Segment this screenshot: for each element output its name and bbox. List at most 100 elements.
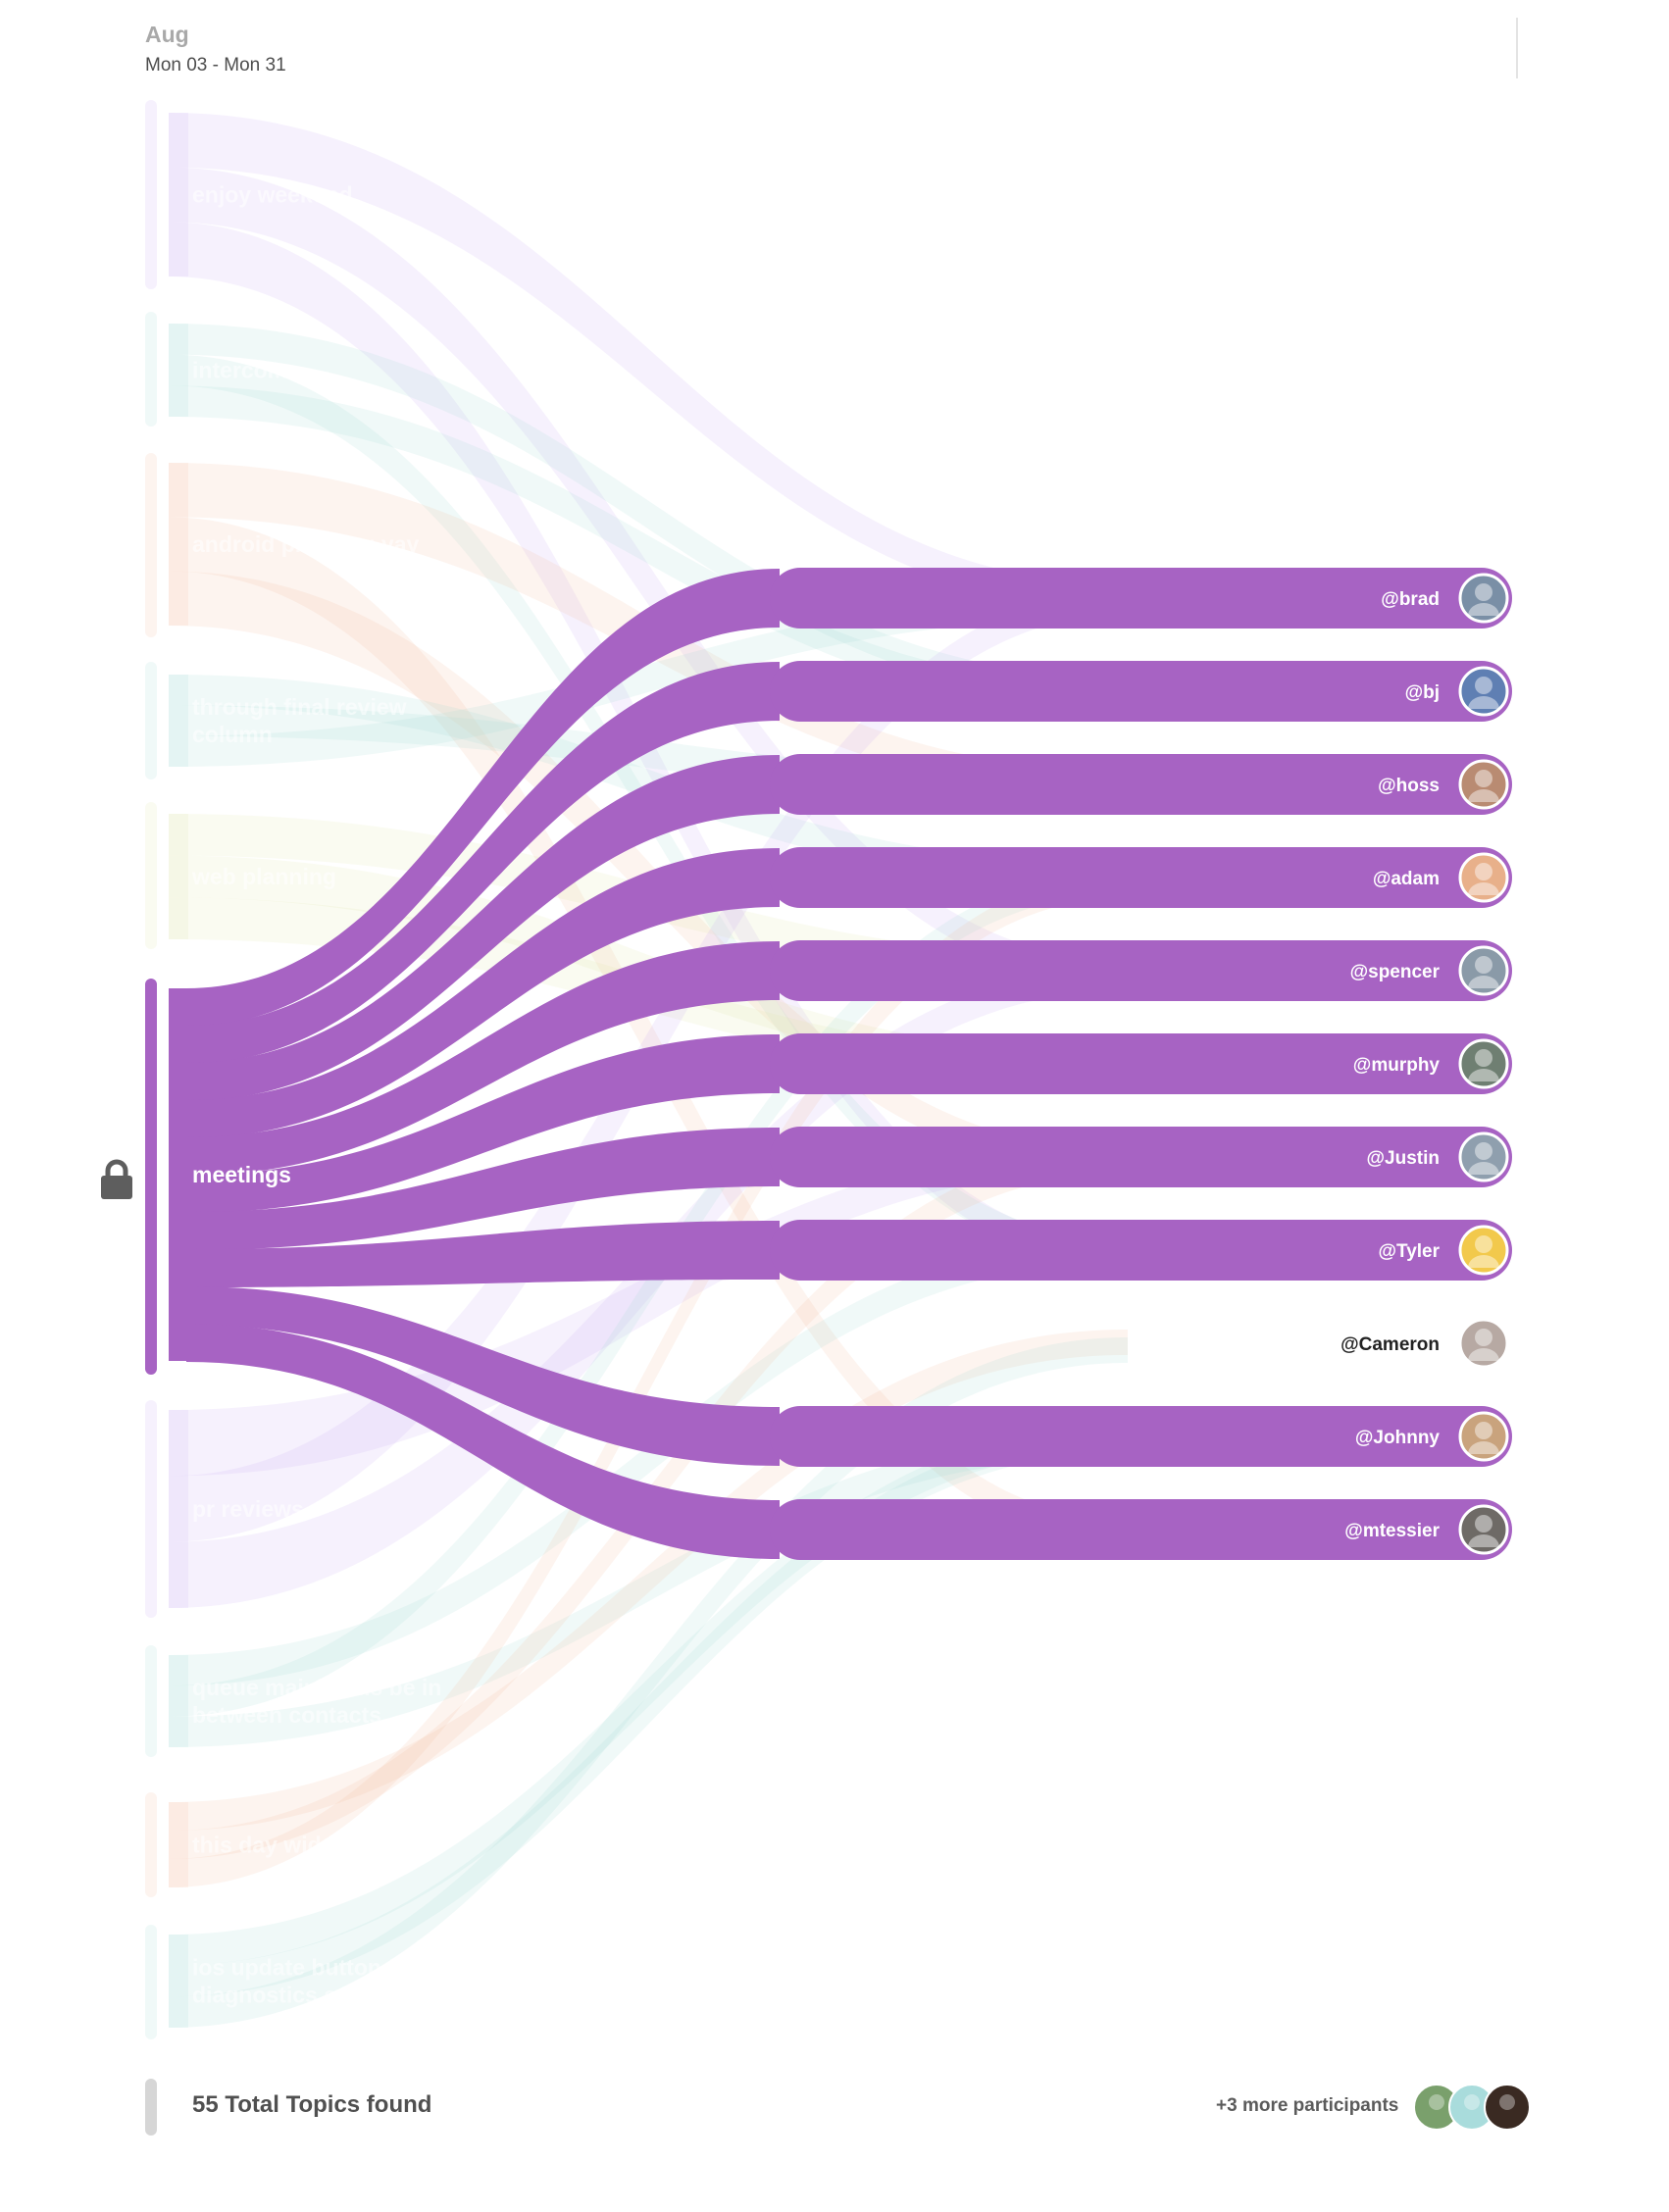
participant-handle[interactable]: @brad — [1381, 589, 1440, 610]
faded-flow — [169, 1330, 1128, 1831]
topic-label[interactable]: column — [192, 722, 273, 747]
avatar[interactable] — [1458, 573, 1509, 624]
participant-pill[interactable] — [770, 1406, 1512, 1467]
faded-flow — [169, 385, 1128, 711]
faded-flow — [169, 113, 1128, 610]
topic-band — [169, 463, 188, 626]
participant-pill[interactable] — [770, 754, 1512, 815]
participant-handle[interactable]: @adam — [1373, 869, 1440, 889]
participant-pill[interactable] — [770, 1220, 1512, 1281]
topic-labels: enjoy weekend intercom android planning ya… — [191, 182, 441, 2008]
topic-bar[interactable] — [145, 1925, 157, 2039]
participant-handle[interactable]: @Tyler — [1378, 1241, 1440, 1262]
faded-flow — [169, 592, 1128, 767]
lock-icon[interactable] — [98, 1159, 135, 1200]
participant-pill[interactable] — [770, 940, 1512, 1001]
participant-pill[interactable] — [770, 661, 1512, 722]
faded-flow — [169, 1423, 1128, 1966]
total-topics-count: 55 Total Topics found — [192, 2091, 432, 2118]
avatar[interactable] — [1458, 759, 1509, 810]
avatar[interactable] — [1458, 1504, 1509, 1555]
active-flow — [186, 1221, 780, 1287]
avatar[interactable] — [1458, 1131, 1509, 1182]
faded-flow — [169, 324, 1128, 703]
header-divider — [1516, 18, 1518, 78]
topic-band — [169, 113, 188, 276]
footer-bar — [145, 2079, 157, 2136]
active-flow — [186, 569, 780, 1027]
header-month: Aug — [145, 22, 189, 47]
participant-handle[interactable]: @murphy — [1353, 1055, 1441, 1076]
topic-bar[interactable] — [145, 453, 157, 637]
topic-band — [169, 1655, 188, 1747]
topic-label[interactable]: this day widget — [192, 1833, 355, 1858]
faded-flow — [169, 1337, 1128, 2028]
topic-bar[interactable] — [145, 1400, 157, 1618]
footer-avatar[interactable] — [1484, 2084, 1531, 2131]
participant-handle[interactable]: @Cameron — [1340, 1334, 1440, 1355]
topic-bars — [145, 100, 188, 2039]
topic-band — [169, 324, 188, 417]
participant-handle[interactable]: @bj — [1405, 682, 1440, 703]
faded-flow — [169, 868, 1128, 1717]
participant-pill[interactable] — [770, 1499, 1512, 1560]
participant-handle[interactable]: @spencer — [1350, 962, 1441, 982]
faded-flow — [169, 872, 1128, 1887]
topic-label[interactable]: through final review — [192, 694, 407, 720]
faded-flow — [169, 1236, 1128, 1686]
topic-band — [169, 988, 188, 1361]
topic-band — [169, 675, 188, 767]
topic-label[interactable]: intercom — [192, 358, 287, 383]
topic-label[interactable]: meetings — [192, 1162, 291, 1187]
topic-label[interactable]: between contacts — [192, 1702, 381, 1728]
faded-flow — [169, 1431, 1128, 1747]
active-flow — [186, 755, 780, 1101]
topic-label[interactable]: android planning yay — [192, 531, 420, 557]
participant-pill[interactable] — [770, 847, 1512, 908]
header-date-range[interactable]: Mon 03 - Mon 31 — [145, 55, 286, 75]
topic-label[interactable]: web planning — [191, 864, 336, 889]
faded-flow — [169, 1427, 1128, 1997]
topic-label[interactable]: diagnostics screen — [192, 1983, 396, 2008]
faded-flow — [169, 965, 1128, 1608]
active-flow — [186, 941, 780, 1176]
participant-handle[interactable]: @Justin — [1367, 1148, 1440, 1169]
participant-pill[interactable] — [770, 568, 1512, 628]
avatar[interactable] — [1458, 1038, 1509, 1089]
active-flow — [186, 662, 780, 1064]
active-flow — [186, 848, 780, 1138]
active-flow — [186, 1286, 780, 1466]
topic-label[interactable]: pr reviews — [192, 1496, 304, 1522]
avatar[interactable] — [1458, 666, 1509, 717]
topic-bar[interactable] — [145, 312, 157, 427]
avatar[interactable] — [1458, 852, 1509, 903]
topic-bar[interactable] — [145, 802, 157, 949]
active-flow — [186, 1324, 780, 1559]
participant-pill[interactable] — [770, 1033, 1512, 1094]
participant-handle[interactable]: @Johnny — [1355, 1428, 1441, 1448]
topic-label[interactable]: queue mainly this be in — [192, 1675, 441, 1700]
faded-flow — [169, 167, 1128, 986]
topic-bar[interactable] — [145, 1792, 157, 1897]
topic-bar[interactable] — [145, 100, 157, 289]
topic-band — [169, 1802, 188, 1887]
topic-bar[interactable] — [145, 979, 157, 1375]
topic-bar[interactable] — [145, 662, 157, 779]
avatar[interactable] — [1458, 1318, 1509, 1369]
faded-flow — [169, 517, 1128, 1546]
avatar[interactable] — [1458, 1411, 1509, 1462]
topic-label[interactable]: enjoy weekend — [192, 182, 353, 208]
participant-pill[interactable] — [770, 1127, 1512, 1187]
active-flow — [186, 1128, 780, 1250]
topic-label[interactable]: ios update button for — [192, 1955, 418, 1981]
more-participants-link[interactable]: +3 more participants — [1216, 2095, 1399, 2116]
avatar[interactable] — [1458, 1225, 1509, 1276]
topic-band — [169, 1935, 188, 2028]
avatar[interactable] — [1458, 945, 1509, 996]
more-participants-avatars[interactable] — [1412, 2083, 1534, 2132]
topic-band — [169, 1410, 188, 1608]
topic-bar[interactable] — [145, 1645, 157, 1757]
active-flow — [186, 1034, 780, 1213]
participant-handle[interactable]: @hoss — [1378, 776, 1440, 796]
participant-handle[interactable]: @mtessier — [1344, 1521, 1440, 1541]
